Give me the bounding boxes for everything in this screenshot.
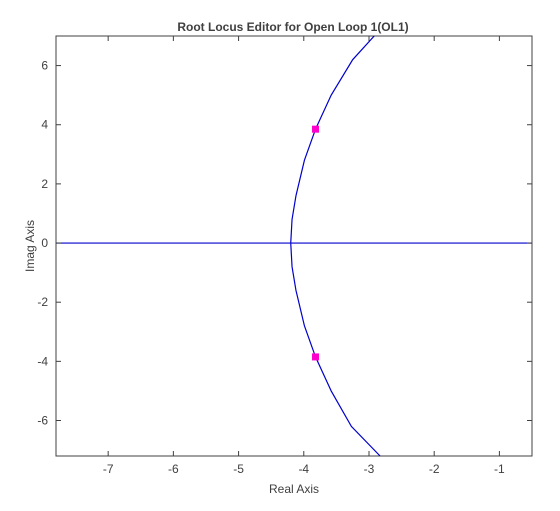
- x-tick-label: -5: [233, 462, 244, 476]
- locus-branch-2: [290, 243, 381, 457]
- closed-loop-pole-marker-0[interactable]: [312, 125, 320, 133]
- x-axis-ticks: -7 -6 -5 -4 -3 -2 -1: [103, 36, 505, 476]
- chart-title: Root Locus Editor for Open Loop 1(OL1): [177, 20, 408, 34]
- x-tick-label: -4: [298, 462, 309, 476]
- y-axis-ticks: -6 -4 -2 0 2 4 6: [37, 59, 532, 428]
- closed-loop-pole-marker-1[interactable]: [312, 353, 320, 361]
- y-tick-label: 6: [41, 59, 48, 73]
- x-tick-label: -2: [429, 462, 440, 476]
- x-tick-label: -6: [168, 462, 179, 476]
- marker-layer: [312, 125, 320, 361]
- x-tick-label: -7: [103, 462, 114, 476]
- x-tick-label: -1: [494, 462, 505, 476]
- plot-area[interactable]: [55, 35, 533, 457]
- y-tick-label: -2: [37, 295, 48, 309]
- x-tick-label: -3: [364, 462, 375, 476]
- x-axis-label: Real Axis: [269, 482, 319, 496]
- axes-box[interactable]: [55, 35, 533, 457]
- y-tick-label: 4: [41, 118, 48, 132]
- series-layer: [56, 35, 532, 457]
- y-tick-label: -4: [37, 354, 48, 368]
- y-tick-label: 0: [41, 236, 48, 250]
- y-axis-label: Imag Axis: [23, 220, 37, 272]
- locus-branch-1: [290, 35, 375, 244]
- y-tick-label: 2: [41, 177, 48, 191]
- y-tick-label: -6: [37, 414, 48, 428]
